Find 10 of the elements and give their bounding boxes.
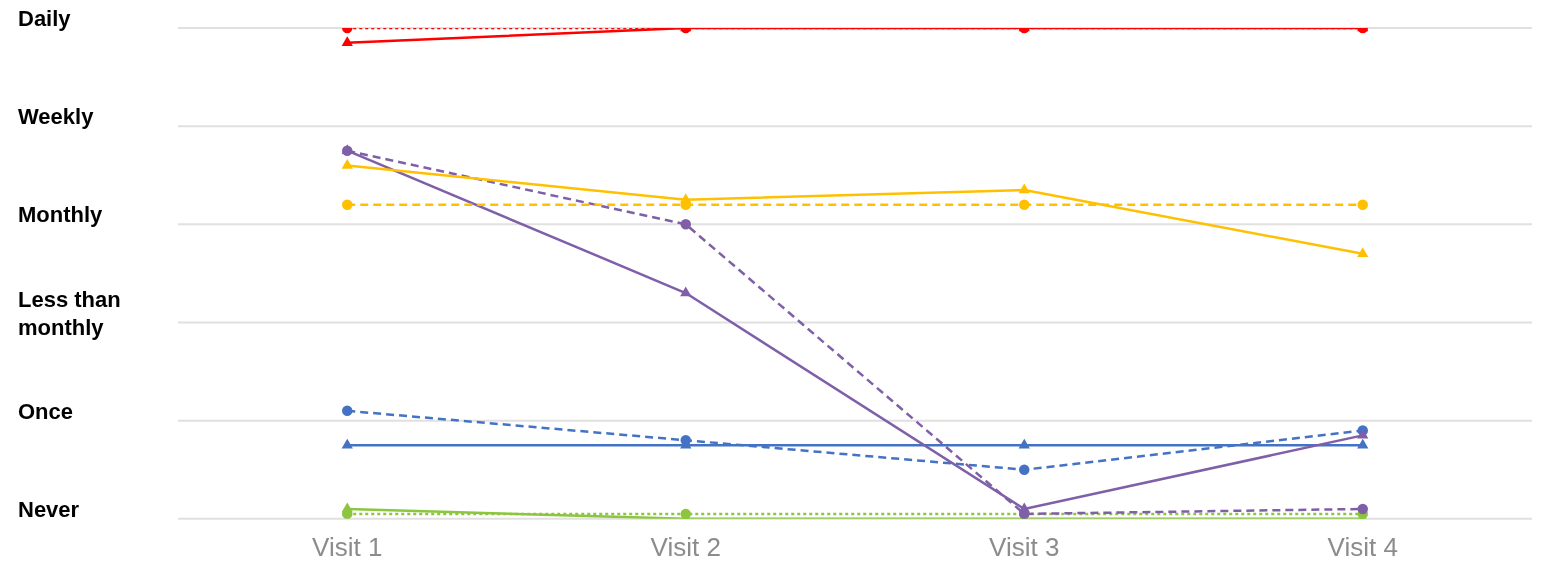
text: Daily xyxy=(18,6,72,32)
x-tick-label: Visit 1 xyxy=(312,531,383,562)
text: Weekly xyxy=(18,104,95,130)
x-tick-label: Visit 2 xyxy=(650,531,721,562)
text: Monthly xyxy=(18,202,104,228)
text: Never xyxy=(18,496,80,522)
text: Once xyxy=(18,398,74,424)
x-tick-label: Visit 4 xyxy=(1327,531,1398,562)
text: Less than monthly xyxy=(18,286,121,340)
x-tick-label: Visit 3 xyxy=(989,531,1060,562)
